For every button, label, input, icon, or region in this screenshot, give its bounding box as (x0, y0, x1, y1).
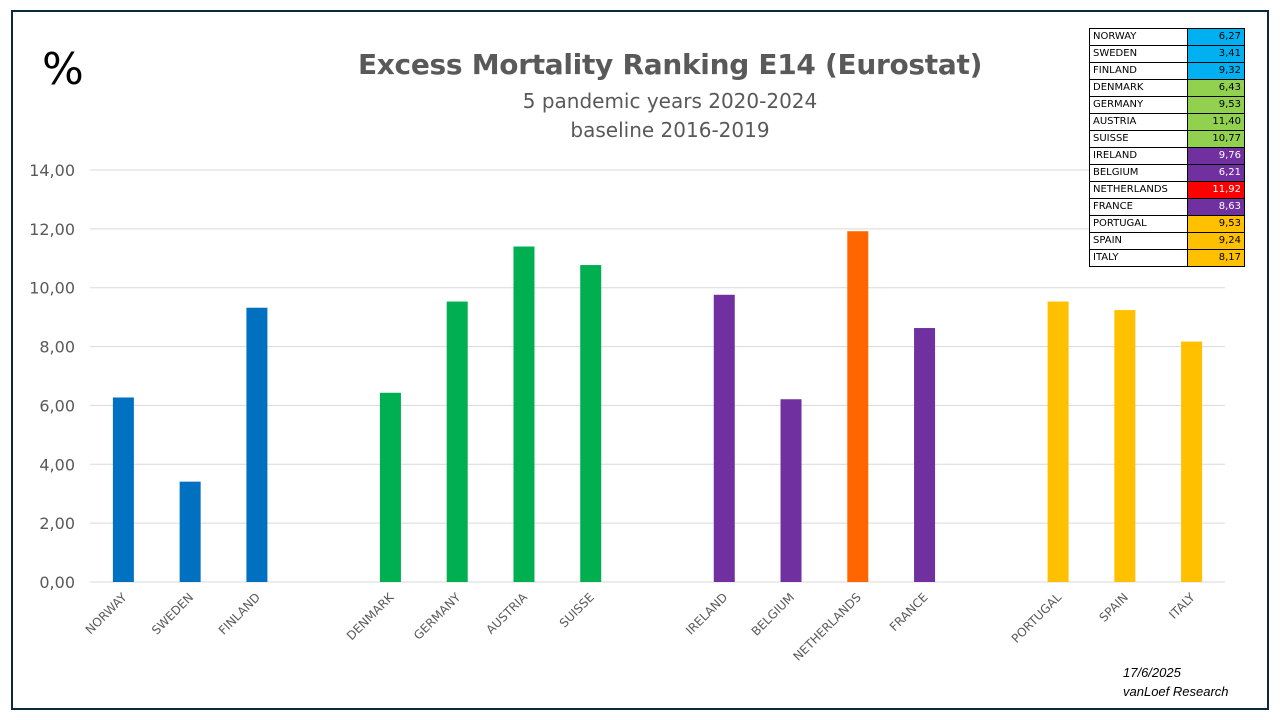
x-tick-label: FRANCE (887, 590, 931, 634)
legend-table: NORWAY 6,27 SWEDEN 3,41 FINLAND 9,32 DENMARK 6,… (1089, 28, 1245, 267)
bar-norway (112, 397, 134, 582)
y-axis-ticks: 0,00 2,00 4,00 6,00 8,00 10,00 12,00 14,00 (29, 161, 75, 592)
bar-suisse (580, 265, 602, 582)
legend-value: 6,43 (1187, 79, 1245, 97)
x-tick-label: NETHERLANDS (790, 590, 863, 663)
bar-denmark (379, 392, 401, 582)
legend-value: 10,77 (1187, 130, 1245, 148)
x-tick-label: SPAIN (1096, 590, 1131, 625)
bar-germany (446, 301, 468, 582)
bars (112, 231, 1203, 582)
legend-country: ITALY (1089, 249, 1188, 267)
x-tick-label: AUSTRIA (483, 590, 530, 637)
bar-sweden (179, 481, 201, 582)
x-tick-label: PORTUGAL (1009, 590, 1065, 646)
legend-row: NETHERLANDS 11,92 (1089, 181, 1245, 199)
legend-row: PORTUGAL 9,53 (1089, 215, 1245, 233)
legend-country: BELGIUM (1089, 164, 1188, 182)
legend-value: 11,92 (1187, 181, 1245, 199)
legend-country: NETHERLANDS (1089, 181, 1188, 199)
x-tick-label: IRELAND (683, 590, 730, 637)
gridlines (90, 169, 1225, 583)
unit-symbol: % (42, 44, 84, 95)
y-tick-label: 10,00 (29, 279, 75, 298)
legend-value: 9,24 (1187, 232, 1245, 250)
y-tick-label: 14,00 (29, 161, 75, 180)
bar-spain (1114, 310, 1136, 582)
legend-value: 6,27 (1187, 28, 1245, 46)
x-tick-label: NORWAY (83, 590, 130, 637)
chart-title: Excess Mortality Ranking E14 (Eurostat) (357, 48, 983, 81)
legend-row: SUISSE 10,77 (1089, 130, 1245, 148)
y-tick-label: 0,00 (39, 573, 75, 592)
legend-row: SPAIN 9,24 (1089, 232, 1245, 250)
legend-row: DENMARK 6,43 (1089, 79, 1245, 97)
x-tick-label: BELGIUM (749, 590, 797, 638)
x-tick-label: SWEDEN (149, 590, 196, 637)
legend-row: BELGIUM 6,21 (1089, 164, 1245, 182)
x-axis-ticks: NORWAY SWEDEN FINLAND DENMARK GERMANY AUSTRIA… (83, 589, 1198, 663)
x-tick-label: DENMARK (344, 589, 398, 643)
legend-country: PORTUGAL (1089, 215, 1188, 233)
bar-portugal (1047, 301, 1069, 582)
legend-row: FRANCE 8,63 (1089, 198, 1245, 216)
legend-row: NORWAY 6,27 (1089, 28, 1245, 46)
legend-row: FINLAND 9,32 (1089, 62, 1245, 80)
bar-ireland (713, 294, 735, 582)
legend-country: SUISSE (1089, 130, 1188, 148)
legend-country: NORWAY (1089, 28, 1188, 46)
bar-belgium (780, 399, 802, 582)
y-tick-label: 6,00 (39, 396, 75, 415)
legend-value: 8,17 (1187, 249, 1245, 267)
bar-italy (1181, 341, 1203, 582)
legend-value: 9,53 (1187, 96, 1245, 114)
y-tick-label: 8,00 (39, 338, 75, 357)
bar-france (914, 328, 936, 582)
bar-finland (246, 307, 268, 582)
legend-country: DENMARK (1089, 79, 1188, 97)
legend-value: 6,21 (1187, 164, 1245, 182)
y-tick-label: 12,00 (29, 220, 75, 239)
legend-country: GERMANY (1089, 96, 1188, 114)
legend-value: 3,41 (1187, 45, 1245, 63)
legend-value: 9,32 (1187, 62, 1245, 80)
legend-country: IRELAND (1089, 147, 1188, 165)
legend-value: 9,76 (1187, 147, 1245, 165)
x-tick-label: FINLAND (216, 590, 263, 637)
x-tick-label: SUISSE (557, 590, 597, 630)
legend-country: AUSTRIA (1089, 113, 1188, 131)
chart-subtitle-2: baseline 2016-2019 (570, 118, 770, 142)
x-tick-label: GERMANY (411, 590, 464, 643)
legend-row: GERMANY 9,53 (1089, 96, 1245, 114)
chart-subtitle-1: 5 pandemic years 2020-2024 (522, 89, 818, 113)
legend-country: FINLAND (1089, 62, 1188, 80)
legend-country: SWEDEN (1089, 45, 1188, 63)
bar-austria (513, 246, 535, 582)
legend-country: SPAIN (1089, 232, 1188, 250)
x-tick-label: ITALY (1166, 590, 1198, 622)
legend-row: IRELAND 9,76 (1089, 147, 1245, 165)
legend-row: ITALY 8,17 (1089, 249, 1245, 267)
y-tick-label: 4,00 (39, 455, 75, 474)
legend-row: SWEDEN 3,41 (1089, 45, 1245, 63)
legend-row: AUSTRIA 11,40 (1089, 113, 1245, 131)
legend-value: 9,53 (1187, 215, 1245, 233)
credit-date: 17/6/2025 (1123, 665, 1181, 680)
legend-country: FRANCE (1089, 198, 1188, 216)
bar-netherlands (847, 231, 869, 582)
y-tick-label: 2,00 (39, 514, 75, 533)
credit-author: vanLoef Research (1123, 684, 1229, 699)
legend-value: 8,63 (1187, 198, 1245, 216)
legend-value: 11,40 (1187, 113, 1245, 131)
